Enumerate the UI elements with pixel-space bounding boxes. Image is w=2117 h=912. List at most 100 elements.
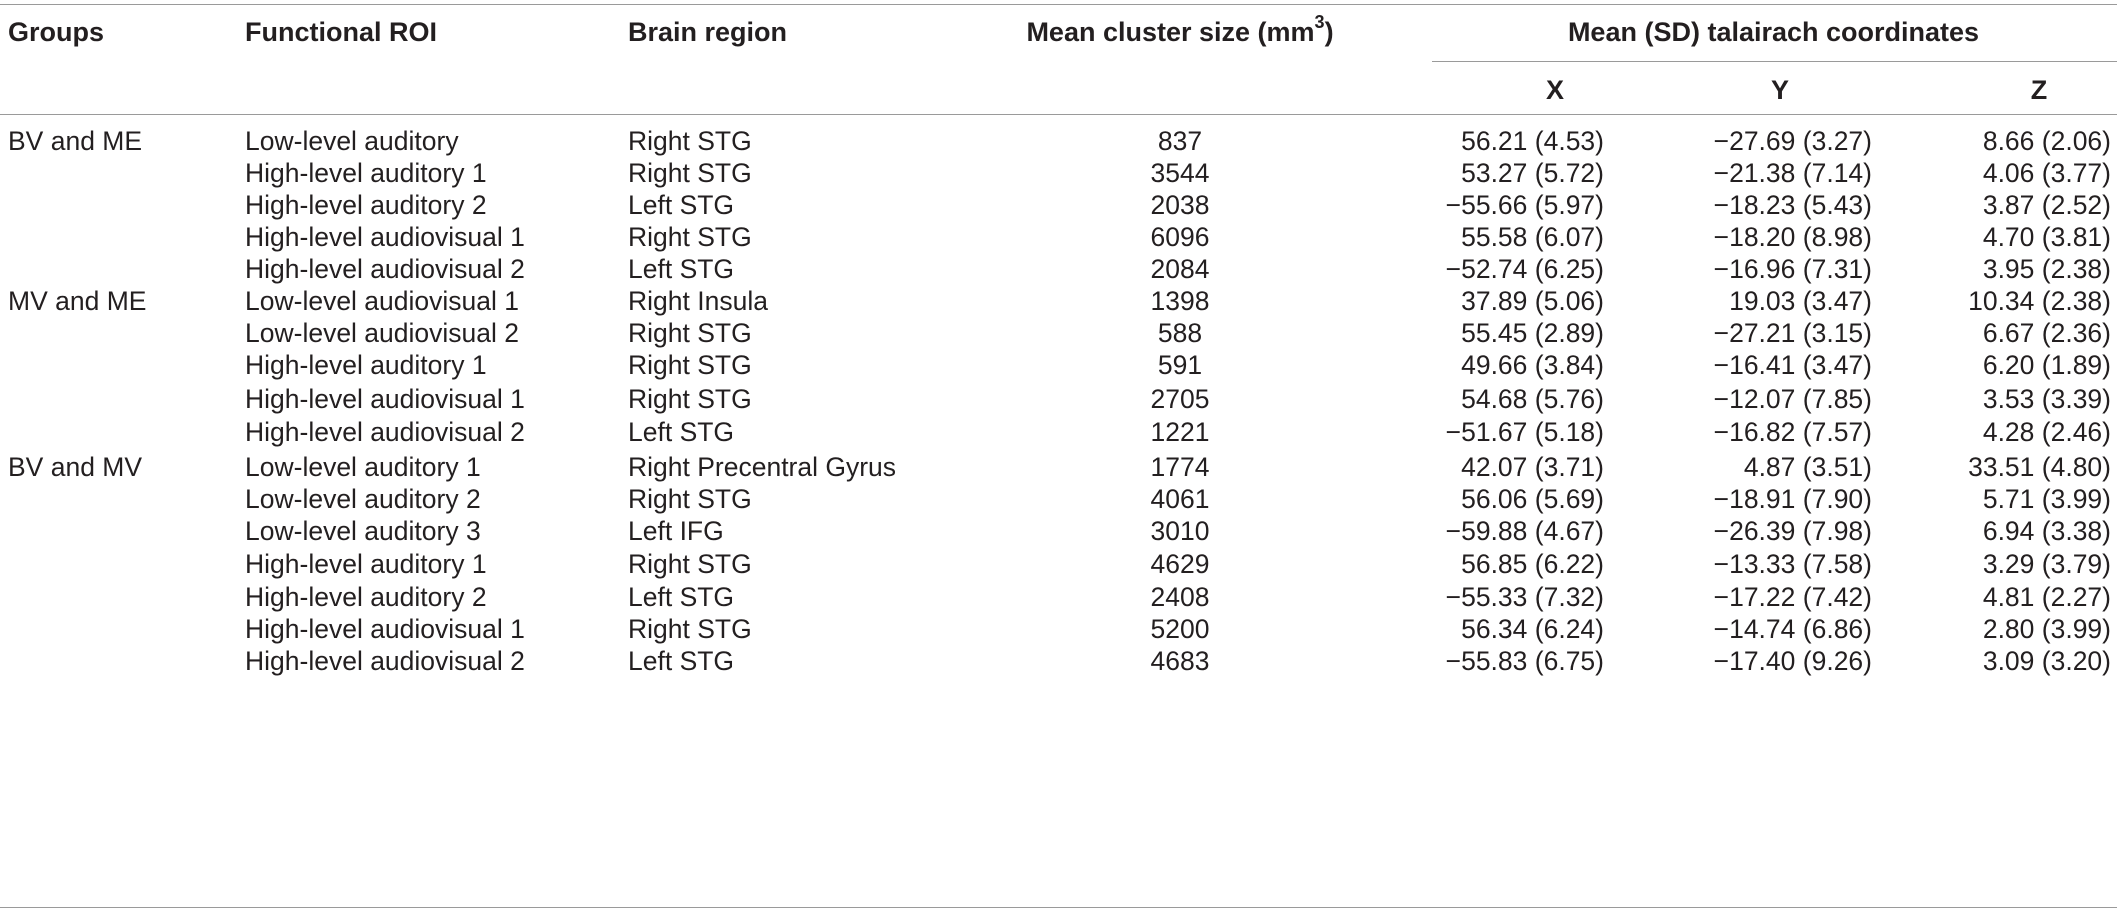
z-coordinate-cell: 33.51 (4.80)	[1968, 452, 2111, 482]
y-coordinate-cell: −27.69 (3.27)	[1713, 126, 1872, 156]
functional-roi-cell: Low-level auditory 3	[245, 516, 481, 546]
cluster-size-cell: 3544	[1150, 158, 1210, 188]
y-coordinate-cell: −21.38 (7.14)	[1713, 158, 1872, 188]
header-functional-roi: Functional ROI	[245, 17, 437, 47]
y-coordinate-cell: −17.22 (7.42)	[1713, 582, 1872, 612]
z-coordinate-cell: 8.66 (2.06)	[1982, 126, 2111, 156]
z-coordinate-cell: 2.80 (3.99)	[1982, 614, 2111, 644]
y-coordinate-cell: −16.41 (3.47)	[1713, 350, 1872, 380]
x-coordinate-cell: −55.83 (6.75)	[1445, 646, 1604, 676]
cluster-size-cell: 837	[1157, 126, 1203, 156]
brain-region-cell: Right STG	[628, 614, 752, 644]
functional-roi-cell: High-level audiovisual 2	[245, 417, 525, 447]
coords-rule	[1432, 61, 2117, 62]
y-coordinate-cell: −16.82 (7.57)	[1713, 417, 1872, 447]
y-coordinate-cell: −17.40 (9.26)	[1713, 646, 1872, 676]
z-coordinate-cell: 10.34 (2.38)	[1968, 286, 2111, 316]
cluster-size-cell: 4061	[1150, 484, 1210, 514]
cluster-size-cell: 1221	[1150, 417, 1210, 447]
brain-region-cell: Right Precentral Gyrus	[628, 452, 897, 482]
brain-region-cell: Left STG	[628, 254, 735, 284]
header-z: Z	[2030, 75, 2048, 105]
y-coordinate-cell: −16.96 (7.31)	[1713, 254, 1872, 284]
group-cell: BV and ME	[8, 126, 143, 156]
functional-roi-cell: High-level audiovisual 2	[245, 254, 525, 284]
y-coordinate-cell: −14.74 (6.86)	[1713, 614, 1872, 644]
cluster-size-cell: 2084	[1150, 254, 1210, 284]
z-coordinate-cell: 3.95 (2.38)	[1982, 254, 2111, 284]
z-coordinate-cell: 4.70 (3.81)	[1982, 222, 2111, 252]
x-coordinate-cell: −55.66 (5.97)	[1445, 190, 1604, 220]
group-cell: MV and ME	[8, 286, 147, 316]
cluster-size-cell: 3010	[1150, 516, 1210, 546]
z-coordinate-cell: 3.87 (2.52)	[1982, 190, 2111, 220]
header-talairach-coordinates: Mean (SD) talairach coordinates	[1567, 17, 1980, 47]
functional-roi-cell: High-level auditory 2	[245, 190, 487, 220]
z-coordinate-cell: 4.28 (2.46)	[1982, 417, 2111, 447]
x-coordinate-cell: −55.33 (7.32)	[1445, 582, 1604, 612]
cluster-size-cell: 588	[1157, 318, 1203, 348]
x-coordinate-cell: −52.74 (6.25)	[1445, 254, 1604, 284]
brain-region-cell: Left STG	[628, 190, 735, 220]
z-coordinate-cell: 4.06 (3.77)	[1982, 158, 2111, 188]
z-coordinate-cell: 4.81 (2.27)	[1982, 582, 2111, 612]
functional-roi-cell: High-level audiovisual 1	[245, 384, 525, 414]
y-coordinate-cell: −12.07 (7.85)	[1713, 384, 1872, 414]
x-coordinate-cell: 56.85 (6.22)	[1461, 549, 1604, 579]
x-coordinate-cell: 53.27 (5.72)	[1461, 158, 1604, 188]
bottom-rule	[0, 907, 2117, 908]
x-coordinate-cell: −51.67 (5.18)	[1445, 417, 1604, 447]
cluster-size-cell: 1398	[1150, 286, 1210, 316]
z-coordinate-cell: 6.20 (1.89)	[1982, 350, 2111, 380]
cluster-size-cell: 5200	[1150, 614, 1210, 644]
brain-region-cell: Right STG	[628, 222, 752, 252]
functional-roi-cell: High-level auditory 1	[245, 350, 487, 380]
z-coordinate-cell: 3.09 (3.20)	[1982, 646, 2111, 676]
functional-roi-cell: High-level auditory 2	[245, 582, 487, 612]
z-coordinate-cell: 3.29 (3.79)	[1982, 549, 2111, 579]
x-coordinate-cell: 49.66 (3.84)	[1461, 350, 1604, 380]
brain-region-cell: Right STG	[628, 126, 752, 156]
functional-roi-cell: High-level auditory 1	[245, 549, 487, 579]
y-coordinate-cell: −18.20 (8.98)	[1713, 222, 1872, 252]
header-groups: Groups	[8, 17, 105, 47]
y-coordinate-cell: 19.03 (3.47)	[1729, 286, 1872, 316]
x-coordinate-cell: 55.45 (2.89)	[1461, 318, 1604, 348]
cluster-size-cell: 4683	[1150, 646, 1210, 676]
brain-region-cell: Left STG	[628, 417, 735, 447]
brain-region-cell: Left STG	[628, 582, 735, 612]
header-mean-cluster-size: Mean cluster size (mm3)	[980, 12, 1380, 50]
z-coordinate-cell: 3.53 (3.39)	[1982, 384, 2111, 414]
brain-region-cell: Right STG	[628, 318, 752, 348]
header-size-superscript: 3	[1314, 12, 1325, 32]
y-coordinate-cell: −27.21 (3.15)	[1713, 318, 1872, 348]
header-y: Y	[1770, 75, 1789, 105]
y-coordinate-cell: −26.39 (7.98)	[1713, 516, 1872, 546]
cluster-size-cell: 2705	[1150, 384, 1210, 414]
y-coordinate-cell: −13.33 (7.58)	[1713, 549, 1872, 579]
cluster-size-cell: 6096	[1150, 222, 1210, 252]
brain-region-cell: Right STG	[628, 158, 752, 188]
brain-region-cell: Right STG	[628, 350, 752, 380]
brain-region-cell: Right STG	[628, 384, 752, 414]
functional-roi-cell: High-level audiovisual 1	[245, 614, 525, 644]
functional-roi-cell: High-level audiovisual 1	[245, 222, 525, 252]
z-coordinate-cell: 6.67 (2.36)	[1982, 318, 2111, 348]
brain-region-cell: Right STG	[628, 549, 752, 579]
brain-region-cell: Left IFG	[628, 516, 724, 546]
functional-roi-cell: Low-level audiovisual 2	[245, 318, 519, 348]
x-coordinate-cell: 54.68 (5.76)	[1461, 384, 1604, 414]
header-size-text: Mean cluster size (mm	[1026, 17, 1315, 47]
functional-roi-cell: High-level audiovisual 2	[245, 646, 525, 676]
x-coordinate-cell: 55.58 (6.07)	[1461, 222, 1604, 252]
x-coordinate-cell: 37.89 (5.06)	[1461, 286, 1604, 316]
top-rule	[0, 4, 2117, 5]
cluster-size-cell: 591	[1157, 350, 1203, 380]
x-coordinate-cell: 56.06 (5.69)	[1461, 484, 1604, 514]
functional-roi-cell: Low-level auditory 1	[245, 452, 481, 482]
y-coordinate-cell: −18.91 (7.90)	[1713, 484, 1872, 514]
header-bottom-rule	[0, 114, 2117, 115]
x-coordinate-cell: 42.07 (3.71)	[1461, 452, 1604, 482]
y-coordinate-cell: 4.87 (3.51)	[1743, 452, 1872, 482]
cluster-size-cell: 4629	[1150, 549, 1210, 579]
